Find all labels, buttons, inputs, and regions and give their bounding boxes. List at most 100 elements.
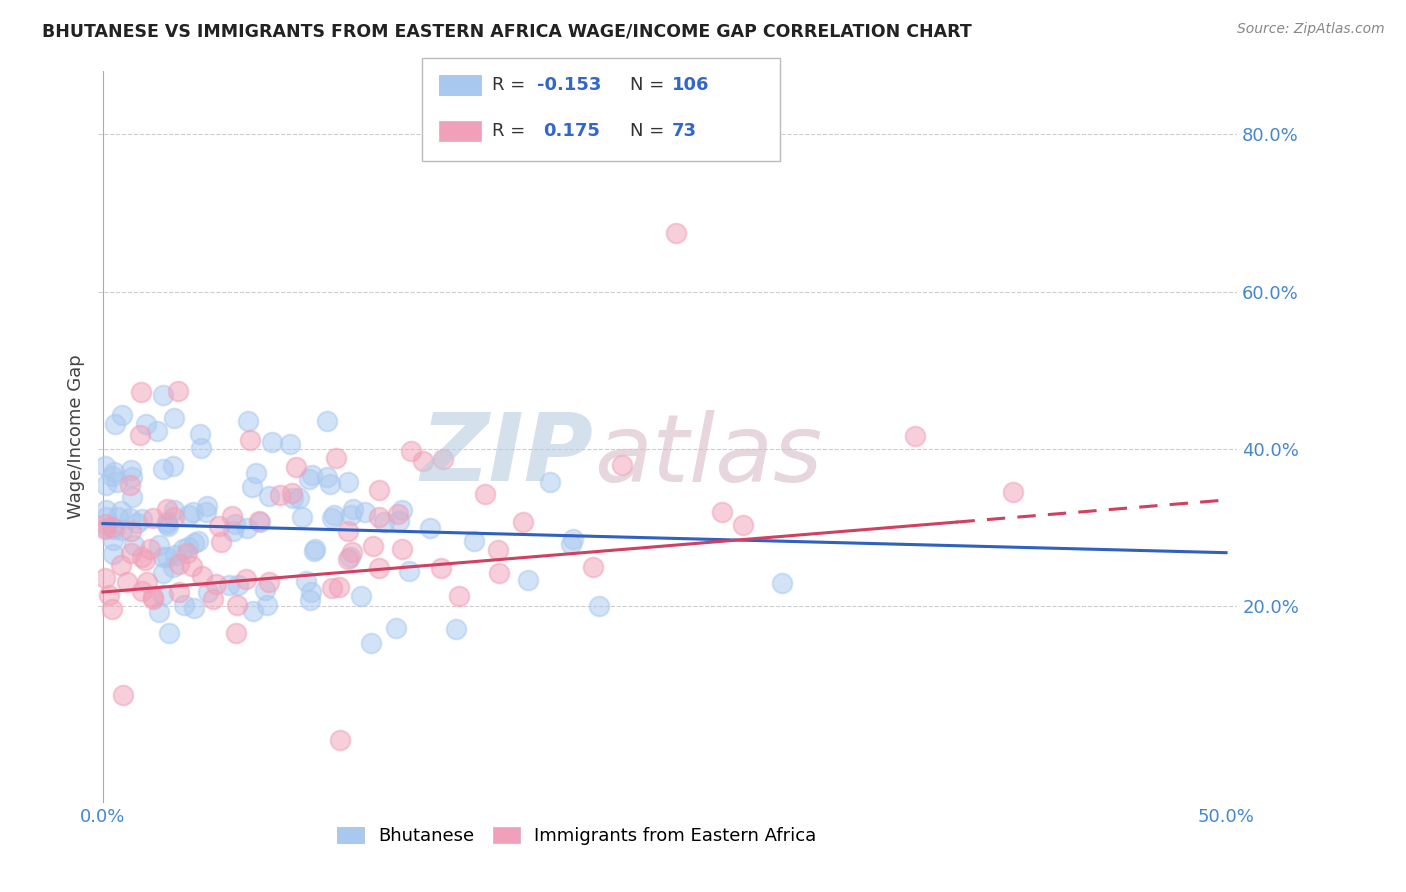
Point	[197, 499, 219, 513]
Point	[387, 508, 409, 522]
Point	[177, 508, 200, 523]
Point	[610, 458, 633, 473]
Point	[412, 454, 434, 468]
Point	[399, 443, 422, 458]
Point	[135, 417, 157, 431]
Point	[385, 621, 408, 635]
Point	[112, 688, 135, 702]
Point	[173, 598, 195, 612]
Point	[340, 508, 363, 522]
Point	[281, 485, 304, 500]
Point	[770, 576, 793, 591]
Point	[221, 509, 243, 524]
Point	[329, 732, 352, 747]
Point	[94, 458, 117, 473]
Point	[444, 622, 467, 636]
Point	[236, 521, 259, 535]
Point	[156, 518, 179, 533]
Point	[96, 478, 118, 492]
Point	[142, 592, 165, 607]
Point	[260, 434, 283, 449]
Point	[101, 548, 124, 562]
Point	[391, 502, 413, 516]
Point	[398, 564, 420, 578]
Point	[129, 428, 152, 442]
Point	[225, 599, 247, 613]
Point	[96, 509, 118, 524]
Point	[129, 384, 152, 399]
Point	[336, 551, 359, 566]
Point	[512, 516, 534, 530]
Point	[538, 475, 561, 489]
Point	[101, 602, 124, 616]
Point	[209, 534, 232, 549]
Point	[136, 575, 159, 590]
Point	[103, 465, 125, 479]
Point	[302, 544, 325, 558]
Point	[328, 581, 350, 595]
Point	[353, 506, 375, 520]
Point	[285, 459, 308, 474]
Point	[101, 520, 124, 534]
Point	[281, 491, 304, 506]
Point	[183, 536, 205, 550]
Text: 73: 73	[672, 122, 697, 140]
Point	[176, 546, 198, 560]
Point	[120, 546, 142, 560]
Point	[103, 522, 125, 536]
Point	[588, 599, 610, 613]
Point	[120, 524, 142, 538]
Point	[235, 572, 257, 586]
Point	[904, 429, 927, 443]
Point	[391, 542, 413, 557]
Point	[419, 521, 441, 535]
Point	[710, 505, 733, 519]
Point	[368, 510, 391, 524]
Point	[183, 601, 205, 615]
Point	[148, 606, 170, 620]
Point	[94, 517, 117, 532]
Point	[361, 539, 384, 553]
Point	[301, 468, 323, 483]
Point	[118, 510, 141, 524]
Text: 0.175: 0.175	[543, 122, 599, 140]
Point	[167, 384, 190, 398]
Point	[181, 559, 204, 574]
Point	[156, 550, 179, 565]
Y-axis label: Wage/Income Gap: Wage/Income Gap	[66, 355, 84, 519]
Point	[204, 577, 226, 591]
Point	[288, 491, 311, 505]
Text: BHUTANESE VS IMMIGRANTS FROM EASTERN AFRICA WAGE/INCOME GAP CORRELATION CHART: BHUTANESE VS IMMIGRANTS FROM EASTERN AFR…	[42, 22, 972, 40]
Point	[103, 533, 125, 548]
Point	[142, 590, 165, 604]
Point	[105, 475, 128, 490]
Point	[249, 516, 271, 530]
Point	[240, 480, 263, 494]
Point	[432, 452, 454, 467]
Point	[152, 387, 174, 401]
Point	[242, 604, 264, 618]
Point	[118, 478, 141, 492]
Point	[560, 537, 582, 551]
Point	[253, 583, 276, 598]
Legend: Bhutanese, Immigrants from Eastern Africa: Bhutanese, Immigrants from Eastern Afric…	[330, 820, 824, 852]
Point	[582, 560, 605, 574]
Point	[295, 574, 318, 589]
Point	[101, 469, 124, 483]
Point	[190, 441, 212, 455]
Point	[486, 543, 509, 558]
Point	[325, 451, 347, 466]
Point	[110, 558, 132, 572]
Point	[131, 512, 153, 526]
Point	[156, 501, 179, 516]
Point	[488, 566, 510, 580]
Point	[304, 542, 326, 557]
Point	[97, 588, 120, 602]
Point	[94, 503, 117, 517]
Point	[388, 515, 411, 529]
Point	[449, 590, 471, 604]
Point	[350, 589, 373, 603]
Point	[107, 510, 129, 524]
Point	[269, 488, 291, 502]
Point	[162, 560, 184, 574]
